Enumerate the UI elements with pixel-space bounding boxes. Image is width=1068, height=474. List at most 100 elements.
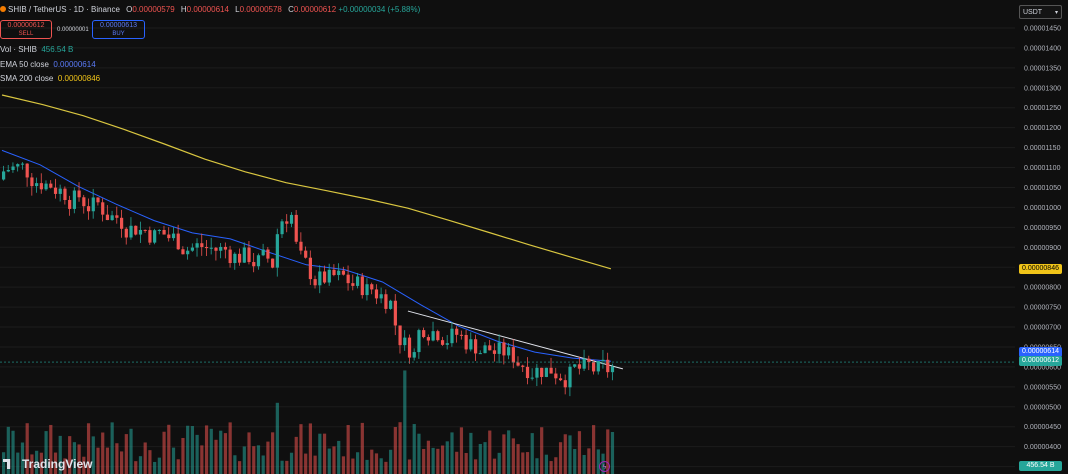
candle xyxy=(72,190,76,209)
volume-bar xyxy=(299,424,303,474)
candle xyxy=(351,283,355,286)
indicator-volume[interactable]: Vol · SHIB 456.54 B xyxy=(0,45,73,54)
candle xyxy=(39,183,43,190)
candle xyxy=(478,353,482,355)
candle xyxy=(587,358,591,363)
volume-bar xyxy=(549,461,553,474)
volume-bar xyxy=(592,425,596,474)
candle xyxy=(327,269,331,283)
candle xyxy=(115,215,119,218)
candle xyxy=(304,250,308,258)
volume-bar xyxy=(422,448,426,474)
candle xyxy=(91,197,95,212)
price-tick-label: 0.00000700 xyxy=(1024,325,1061,332)
candle xyxy=(568,366,572,388)
candle xyxy=(459,334,464,336)
indicator-sma[interactable]: SMA 200 close 0.00000846 xyxy=(0,74,100,83)
candle xyxy=(356,276,360,286)
volume-bar xyxy=(587,448,591,474)
price-tick-label: 0.00000950 xyxy=(1024,225,1061,232)
candle xyxy=(389,300,393,309)
volume-bar xyxy=(582,454,586,474)
candle xyxy=(167,234,171,239)
candle xyxy=(63,188,67,201)
volume-bar xyxy=(72,442,76,474)
volume-bar xyxy=(535,458,539,474)
volume-bar xyxy=(138,456,143,474)
sell-button[interactable]: 0.00000612 SELL xyxy=(0,20,52,39)
candle xyxy=(2,171,6,180)
lightning-icon[interactable]: ϟ xyxy=(599,461,610,472)
symbol-title[interactable]: SHIB / TetherUS · 1D · Binance xyxy=(8,5,120,14)
price-tick-label: 0.00001050 xyxy=(1024,185,1061,192)
volume-bar xyxy=(181,437,185,474)
volume-bar xyxy=(384,461,388,474)
candle xyxy=(11,166,15,171)
candle xyxy=(110,215,114,221)
candle xyxy=(162,229,166,235)
volume-bar xyxy=(44,431,48,474)
candle xyxy=(440,340,445,345)
candle xyxy=(77,190,81,198)
low-label: L xyxy=(235,5,240,14)
volume-bar xyxy=(304,453,308,474)
sell-price: 0.00000612 xyxy=(7,22,45,29)
candle xyxy=(497,342,501,354)
volume-bar xyxy=(30,454,34,474)
price-tick-label: 0.00001450 xyxy=(1024,26,1061,33)
candle xyxy=(558,378,563,381)
volume-bar xyxy=(431,447,435,474)
candle xyxy=(134,225,138,235)
volume-bar xyxy=(327,448,331,474)
volume-bar xyxy=(521,452,525,474)
price-axis[interactable]: 0.00001450 0.00001400 0.00001350 0.00001300… xyxy=(1024,26,1061,472)
indicator-ema[interactable]: EMA 50 close 0.00000614 xyxy=(0,60,96,69)
price-tick-label: 0.00001400 xyxy=(1024,45,1061,52)
volume-bar xyxy=(20,442,25,474)
candle xyxy=(455,328,459,335)
candle xyxy=(30,177,34,187)
buy-button[interactable]: 0.00000613 BUY xyxy=(92,20,145,39)
volume-bar xyxy=(346,425,350,474)
candle xyxy=(238,253,242,263)
candle xyxy=(49,183,53,188)
price-tick-label: 0.00001100 xyxy=(1024,165,1061,172)
volume-bar xyxy=(115,443,119,474)
trendline[interactable] xyxy=(407,310,624,370)
candle xyxy=(256,255,261,267)
buy-label: BUY xyxy=(112,31,125,37)
tradingview-logo[interactable]: TradingView xyxy=(3,457,92,471)
sma-value: 0.00000846 xyxy=(57,74,101,83)
candle xyxy=(25,163,29,178)
volume-bar xyxy=(214,439,218,474)
volume-bar xyxy=(540,427,544,474)
candle xyxy=(148,230,152,243)
volume-tag: 456.54 B xyxy=(1019,461,1062,471)
volume-bar xyxy=(341,456,346,474)
volume-bar xyxy=(370,449,374,474)
candle xyxy=(596,361,600,372)
candle xyxy=(521,365,525,367)
currency-select[interactable]: USDT ▾ xyxy=(1019,5,1062,19)
volume-bar xyxy=(223,433,228,474)
volume-bar xyxy=(176,459,180,474)
candle xyxy=(332,269,336,276)
volume-bars xyxy=(2,370,615,474)
candle xyxy=(422,330,426,338)
candle xyxy=(516,362,520,366)
candle xyxy=(592,362,596,372)
volume-bar xyxy=(525,452,530,474)
candle xyxy=(120,217,124,229)
change-value: +0.00000034 (+5.88%) xyxy=(338,5,421,14)
candle xyxy=(299,241,303,251)
candle xyxy=(492,350,497,354)
candle xyxy=(535,367,539,378)
candle xyxy=(233,253,237,264)
volume-bar xyxy=(96,447,100,474)
volume-bar xyxy=(337,440,341,474)
volume-bar xyxy=(294,436,298,474)
volume-bar xyxy=(313,455,317,474)
sma-200-line xyxy=(1,94,612,270)
low-value: 0.00000578 xyxy=(239,5,282,14)
